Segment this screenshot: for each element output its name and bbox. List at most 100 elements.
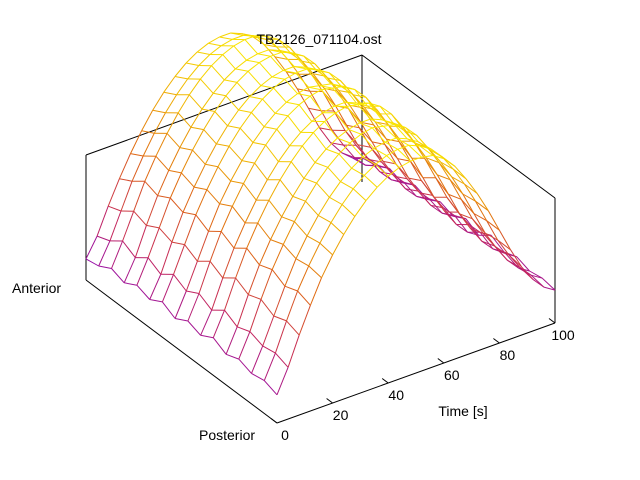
surface-segment — [495, 247, 510, 256]
surface-segment — [208, 36, 220, 44]
surface-segment — [174, 290, 187, 319]
surface-segment — [188, 78, 201, 96]
surface-segment — [147, 257, 162, 275]
surface-segment — [212, 337, 227, 355]
surface-segment — [543, 286, 556, 291]
surface-segment — [174, 62, 187, 77]
surface-segment — [325, 137, 338, 150]
surface-segment — [360, 133, 375, 149]
surface-segment — [168, 147, 181, 171]
surface-segment — [430, 148, 445, 159]
surface-segment — [322, 105, 335, 114]
surface-segment — [295, 68, 308, 74]
surface-segment — [470, 228, 484, 234]
surface-segment — [257, 199, 270, 224]
surface-segment — [260, 85, 274, 89]
surface-segment — [385, 138, 398, 159]
surface-segment — [351, 156, 364, 169]
surface-segment — [185, 51, 198, 64]
surface-segment — [273, 78, 286, 89]
surface-segment — [303, 162, 316, 179]
surface-segment — [319, 222, 332, 244]
surface-segment — [481, 240, 494, 250]
x-tick-label: 20 — [333, 407, 349, 423]
surface-segment — [487, 210, 500, 231]
surface-segment — [456, 224, 468, 233]
surface-segment — [149, 299, 163, 303]
surface-segment — [252, 36, 265, 45]
surface-segment — [292, 52, 306, 68]
surface-segment — [292, 178, 305, 197]
surface-segment — [303, 55, 316, 65]
surface-segment — [277, 38, 292, 54]
surface-segment — [98, 240, 111, 267]
surface-segment — [216, 143, 230, 147]
surface-segment — [209, 45, 222, 55]
surface-segment — [196, 231, 209, 262]
surface-segment — [421, 155, 433, 158]
surface-segment — [475, 200, 488, 221]
surface-segment — [409, 160, 422, 181]
surface-segment — [263, 352, 276, 381]
surface-segment — [498, 229, 511, 250]
surface-segment — [419, 192, 433, 196]
surface-segment — [180, 149, 193, 174]
surface-segment — [333, 101, 346, 107]
surface-segment — [238, 331, 251, 360]
surface-segment — [195, 214, 209, 232]
surface-segment — [263, 380, 278, 396]
surface-segment — [311, 112, 324, 122]
surface-segment — [157, 195, 171, 199]
surface-segment — [282, 66, 295, 71]
surface-segment — [187, 293, 200, 322]
surface-segment — [314, 148, 327, 163]
surface-segment — [440, 161, 453, 178]
surface-segment — [247, 62, 260, 72]
surface-segment — [281, 51, 293, 54]
surface-segment — [258, 239, 271, 266]
surface-segment — [198, 261, 211, 294]
surface-segment — [230, 180, 244, 184]
surface-segment — [252, 142, 266, 146]
surface-segment — [176, 78, 189, 95]
surface-segment — [419, 145, 433, 156]
x-tick-label: 80 — [500, 347, 516, 363]
surface-segment — [220, 206, 233, 232]
surface-segment — [175, 318, 188, 322]
surface-segment — [224, 277, 237, 311]
surface-segment — [285, 93, 298, 103]
surface-segment — [408, 144, 420, 147]
surface-segment — [232, 34, 244, 40]
surface-segment — [348, 128, 362, 135]
surface-segment — [383, 125, 397, 139]
surface-segment — [481, 240, 495, 247]
surface-segment — [190, 108, 203, 128]
surface-segment — [335, 105, 348, 114]
surface-segment — [354, 157, 366, 166]
surface-segment — [257, 222, 271, 240]
surface-segment — [328, 72, 343, 88]
surface-segment — [236, 294, 249, 327]
surface-segment — [214, 111, 228, 127]
surface-segment — [286, 320, 300, 336]
x-tick-label: 100 — [551, 327, 575, 343]
surface-segment — [306, 68, 321, 86]
surface-segment — [297, 290, 311, 306]
surface-segment — [335, 105, 348, 126]
surface-segment — [329, 196, 343, 205]
surface-segment — [285, 71, 298, 90]
surface-segment — [408, 177, 421, 194]
surface-segment — [270, 55, 284, 71]
surface-segment — [271, 244, 284, 270]
surface-segment — [219, 203, 233, 207]
surface-segment — [224, 79, 238, 83]
surface-segment — [308, 85, 320, 88]
surface-segment — [279, 161, 292, 181]
surface-segment — [372, 125, 384, 129]
surface-segment — [111, 240, 124, 269]
surface-segment — [479, 231, 494, 250]
surface-segment — [307, 108, 320, 129]
surface-segment — [153, 112, 166, 134]
x-tick-label: 60 — [444, 367, 460, 383]
surface-segment — [163, 76, 176, 93]
